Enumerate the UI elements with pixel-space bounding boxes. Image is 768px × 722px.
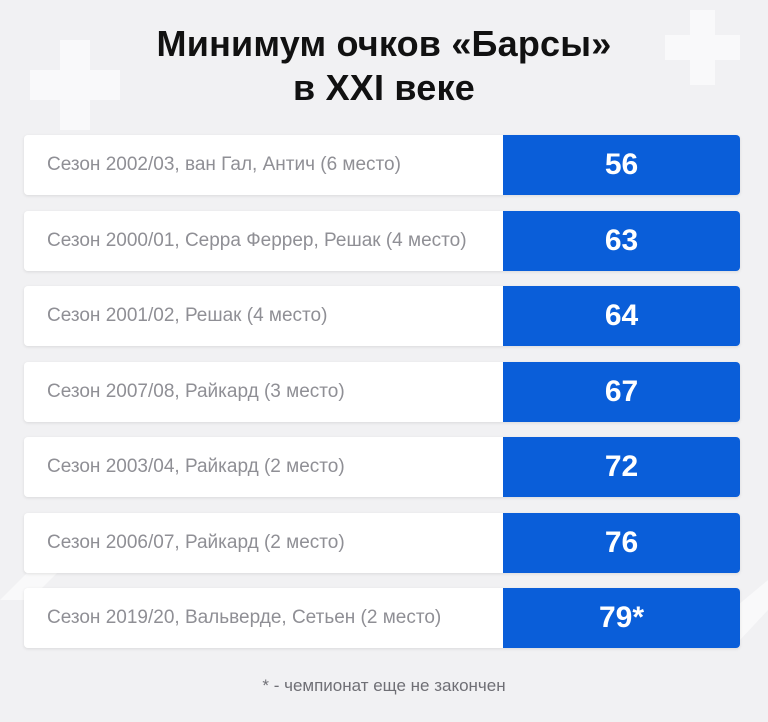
points-value: 63 xyxy=(503,210,740,271)
season-label: Сезон 2000/01, Серра Феррер, Решак (4 ме… xyxy=(24,210,503,271)
points-value: 79* xyxy=(503,588,740,648)
points-value: 64 xyxy=(503,286,740,346)
list-item: Сезон 2001/02, Решак (4 место) 64 xyxy=(24,286,740,346)
points-value: 72 xyxy=(503,437,740,497)
list-item: Сезон 2000/01, Серра Феррер, Решак (4 ме… xyxy=(24,210,740,271)
season-label: Сезон 2006/07, Райкард (2 место) xyxy=(24,512,503,573)
season-label: Сезон 2019/20, Вальверде, Сетьен (2 мест… xyxy=(24,588,503,648)
season-label: Сезон 2002/03, ван Гал, Антич (6 место) xyxy=(24,135,503,195)
title-line-2: в XXI веке xyxy=(293,67,475,108)
points-value: 76 xyxy=(503,512,740,573)
points-value: 67 xyxy=(503,361,740,422)
page-title: Минимум очков «Барсы» в XXI веке xyxy=(0,22,768,110)
list-item: Сезон 2007/08, Райкард (3 место) 67 xyxy=(24,361,740,422)
list-item: Сезон 2019/20, Вальверде, Сетьен (2 мест… xyxy=(24,588,740,648)
points-value: 56 xyxy=(503,135,740,195)
season-label: Сезон 2001/02, Решак (4 место) xyxy=(24,286,503,346)
season-label: Сезон 2003/04, Райкард (2 место) xyxy=(24,437,503,497)
list-item: Сезон 2006/07, Райкард (2 место) 76 xyxy=(24,512,740,573)
list-item: Сезон 2002/03, ван Гал, Антич (6 место) … xyxy=(24,135,740,195)
title-line-1: Минимум очков «Барсы» xyxy=(156,23,612,64)
points-list: Сезон 2002/03, ван Гал, Антич (6 место) … xyxy=(24,135,740,664)
list-item: Сезон 2003/04, Райкард (2 место) 72 xyxy=(24,437,740,497)
season-label: Сезон 2007/08, Райкард (3 место) xyxy=(24,361,503,422)
footnote: * - чемпионат еще не закончен xyxy=(262,676,506,695)
